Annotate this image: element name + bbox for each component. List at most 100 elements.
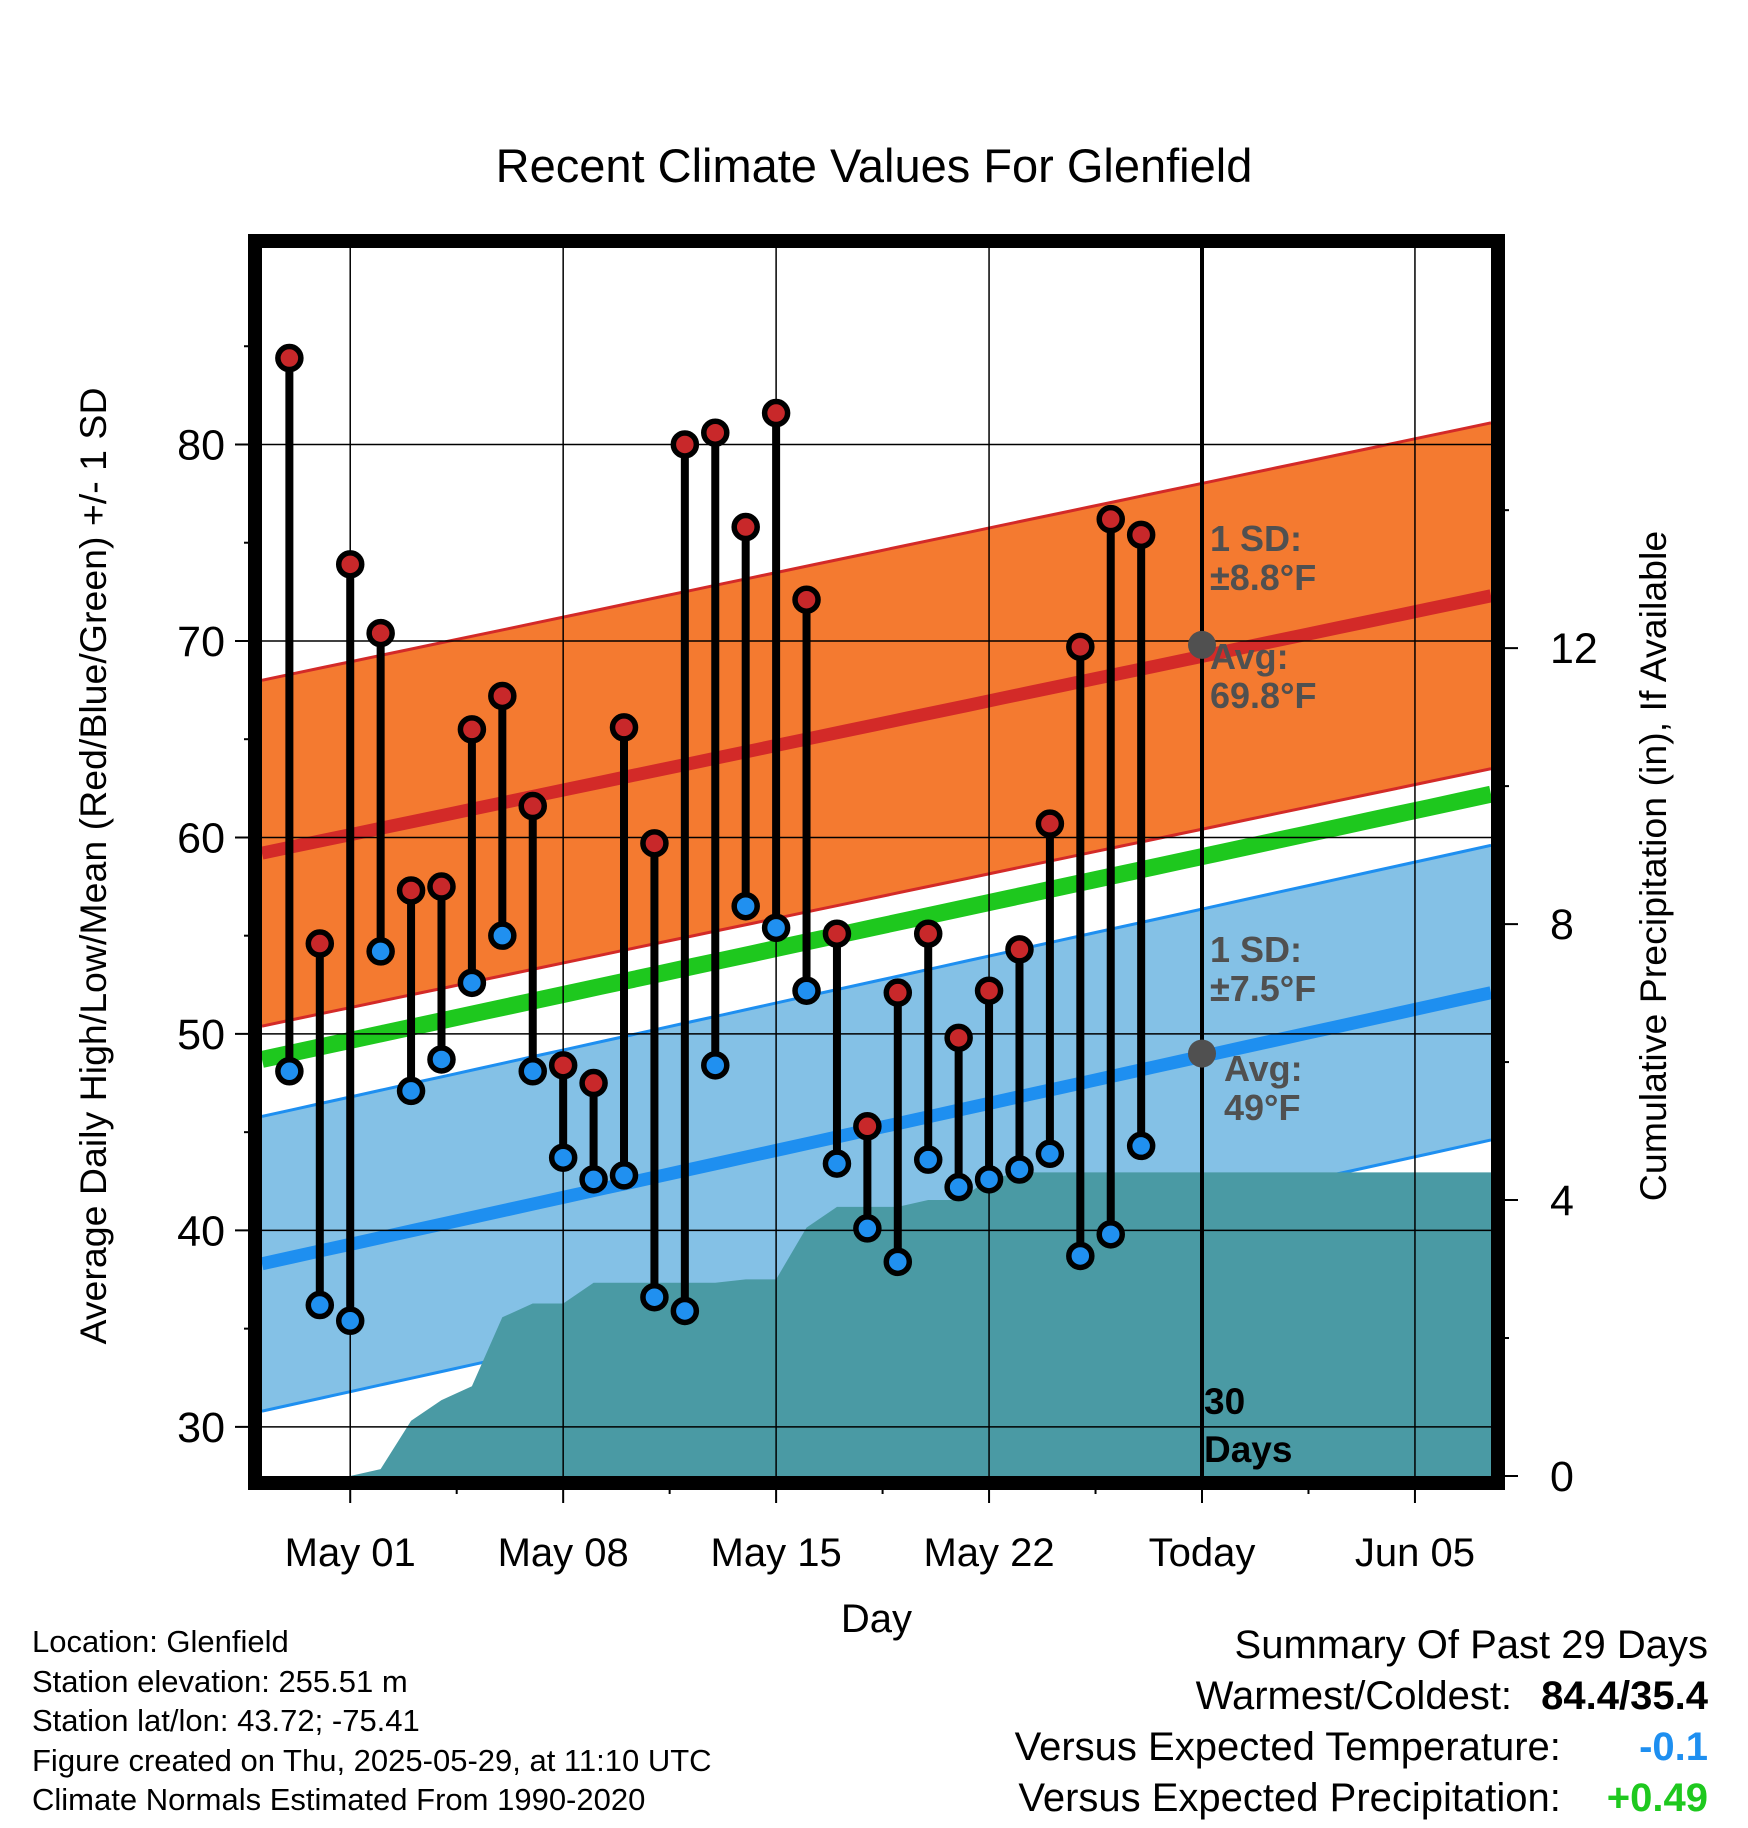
summary-panel: Summary Of Past 29 Days Warmest/Coldest:… bbox=[1015, 1620, 1708, 1824]
high-sd-value: ±8.8°F bbox=[1210, 557, 1316, 598]
precip-value: +0.49 bbox=[1606, 1776, 1708, 1820]
x-tick-label: May 08 bbox=[498, 1531, 629, 1575]
low-point bbox=[944, 1172, 973, 1202]
precip-area bbox=[289, 1172, 1491, 1476]
high-point bbox=[488, 681, 517, 711]
high-point bbox=[1005, 935, 1034, 964]
temp-value: -0.1 bbox=[1639, 1725, 1708, 1769]
high-avg-label: Avg: bbox=[1210, 636, 1289, 677]
plot-border bbox=[248, 234, 1505, 1490]
normal-high-band-upper-edge bbox=[262, 421, 1491, 682]
high-point bbox=[579, 1068, 608, 1098]
low-point bbox=[275, 1057, 304, 1086]
high-point bbox=[457, 715, 487, 744]
x-tick-label: May 15 bbox=[711, 1531, 842, 1575]
plot-frame bbox=[248, 234, 1505, 1490]
low-sd-label: 1 SD: bbox=[1210, 929, 1302, 970]
high-point bbox=[822, 919, 852, 948]
avg-low-marker bbox=[1188, 1039, 1217, 1068]
y2-tick-label: 12 bbox=[1550, 625, 1598, 673]
high-point bbox=[366, 618, 395, 648]
temp-label: Versus Expected Temperature: bbox=[1014, 1725, 1561, 1769]
high-point bbox=[396, 876, 426, 905]
high-point bbox=[305, 929, 335, 958]
high-point bbox=[974, 976, 1004, 1005]
axes: 30 40 50 60 70 80 0 4 8 12 May 01 May 08 May 15 May 2… bbox=[72, 345, 1674, 1641]
low-point bbox=[974, 1165, 1004, 1194]
normal-high-line bbox=[262, 589, 1491, 860]
low-point bbox=[1005, 1155, 1034, 1184]
y-tick-label: 50 bbox=[177, 1011, 225, 1059]
low-point bbox=[1066, 1241, 1095, 1271]
x-axis-title: Day bbox=[841, 1597, 912, 1641]
summary-precip: Versus Expected Precipitation: +0.49 bbox=[1015, 1773, 1708, 1824]
low-point bbox=[488, 921, 517, 950]
high-point bbox=[335, 550, 365, 579]
low-avg-value: 49°F bbox=[1224, 1087, 1300, 1128]
summary-warm-cold: Warmest/Coldest: 84.4/35.4 bbox=[1015, 1671, 1708, 1722]
normals-text: Climate Normals Estimated From 1990-2020 bbox=[32, 1782, 646, 1817]
high-point bbox=[1096, 504, 1125, 534]
summary-temp: Versus Expected Temperature: -0.1 bbox=[1015, 1722, 1708, 1773]
high-point bbox=[944, 1023, 973, 1053]
y-axis-title: Average Daily High/Low/Mean (Red/Blue/Gr… bbox=[72, 387, 114, 1344]
y-tick-label: 30 bbox=[177, 1404, 225, 1452]
y-tick-label: 80 bbox=[177, 421, 225, 469]
created-text: Figure created on Thu, 2025-05-29, at 11… bbox=[32, 1742, 712, 1778]
location-text: Location: Glenfield bbox=[32, 1624, 289, 1659]
y2-tick-label: 0 bbox=[1550, 1453, 1574, 1501]
high-point bbox=[640, 829, 669, 858]
normal-mean-line bbox=[262, 785, 1491, 1068]
window-days-label: Days bbox=[1204, 1429, 1292, 1470]
window-days-number: 30 bbox=[1204, 1381, 1245, 1422]
y2-axis-title: Cumulative Precipitation (in), If Availa… bbox=[1632, 531, 1674, 1201]
high-point bbox=[761, 398, 791, 428]
temperature-marks bbox=[275, 343, 1217, 1336]
y-tick-label: 70 bbox=[177, 618, 225, 666]
x-tick-label: May 01 bbox=[285, 1531, 416, 1575]
high-point bbox=[792, 585, 821, 614]
high-point bbox=[427, 872, 456, 901]
low-point bbox=[670, 1296, 700, 1326]
low-point bbox=[792, 976, 821, 1005]
low-point bbox=[822, 1149, 852, 1178]
y-tick-label: 60 bbox=[177, 814, 225, 862]
high-avg-value: 69.8°F bbox=[1210, 675, 1316, 716]
x-tick-label: Jun 05 bbox=[1355, 1531, 1475, 1575]
normal-low-band-upper-edge bbox=[262, 843, 1491, 1118]
low-point bbox=[913, 1145, 943, 1174]
y-tick-label: 40 bbox=[177, 1207, 225, 1255]
high-point bbox=[853, 1112, 882, 1141]
low-avg-label: Avg: bbox=[1224, 1048, 1303, 1089]
low-point bbox=[457, 968, 487, 998]
low-point bbox=[305, 1290, 335, 1320]
low-point bbox=[1096, 1220, 1125, 1249]
chart-title: Recent Climate Values For Glenfield bbox=[496, 139, 1253, 192]
high-point bbox=[1126, 520, 1156, 550]
station-metadata: Location: Glenfield Station elevation: 2… bbox=[32, 1622, 712, 1820]
elevation-text: Station elevation: 255.51 m bbox=[32, 1663, 408, 1699]
low-point bbox=[731, 891, 760, 921]
low-point bbox=[1126, 1131, 1156, 1161]
low-point bbox=[396, 1076, 426, 1106]
high-point bbox=[548, 1051, 578, 1080]
low-point bbox=[427, 1045, 456, 1074]
high-point bbox=[913, 919, 943, 948]
high-point bbox=[1066, 632, 1095, 662]
high-point bbox=[883, 978, 913, 1007]
warm-cold-value: 84.4/35.4 bbox=[1541, 1674, 1708, 1718]
low-point bbox=[640, 1282, 669, 1312]
high-point bbox=[670, 430, 700, 459]
low-point bbox=[761, 913, 791, 943]
high-sd-label: 1 SD: bbox=[1210, 518, 1302, 559]
avg-high-marker bbox=[1188, 630, 1217, 659]
low-point bbox=[518, 1057, 547, 1086]
low-sd-value: ±7.5°F bbox=[1210, 968, 1316, 1009]
low-point bbox=[335, 1306, 365, 1336]
low-point bbox=[579, 1165, 608, 1194]
warm-cold-label: Warmest/Coldest: bbox=[1195, 1674, 1513, 1718]
low-point bbox=[701, 1051, 730, 1080]
low-point bbox=[609, 1161, 639, 1190]
high-point bbox=[731, 512, 760, 542]
